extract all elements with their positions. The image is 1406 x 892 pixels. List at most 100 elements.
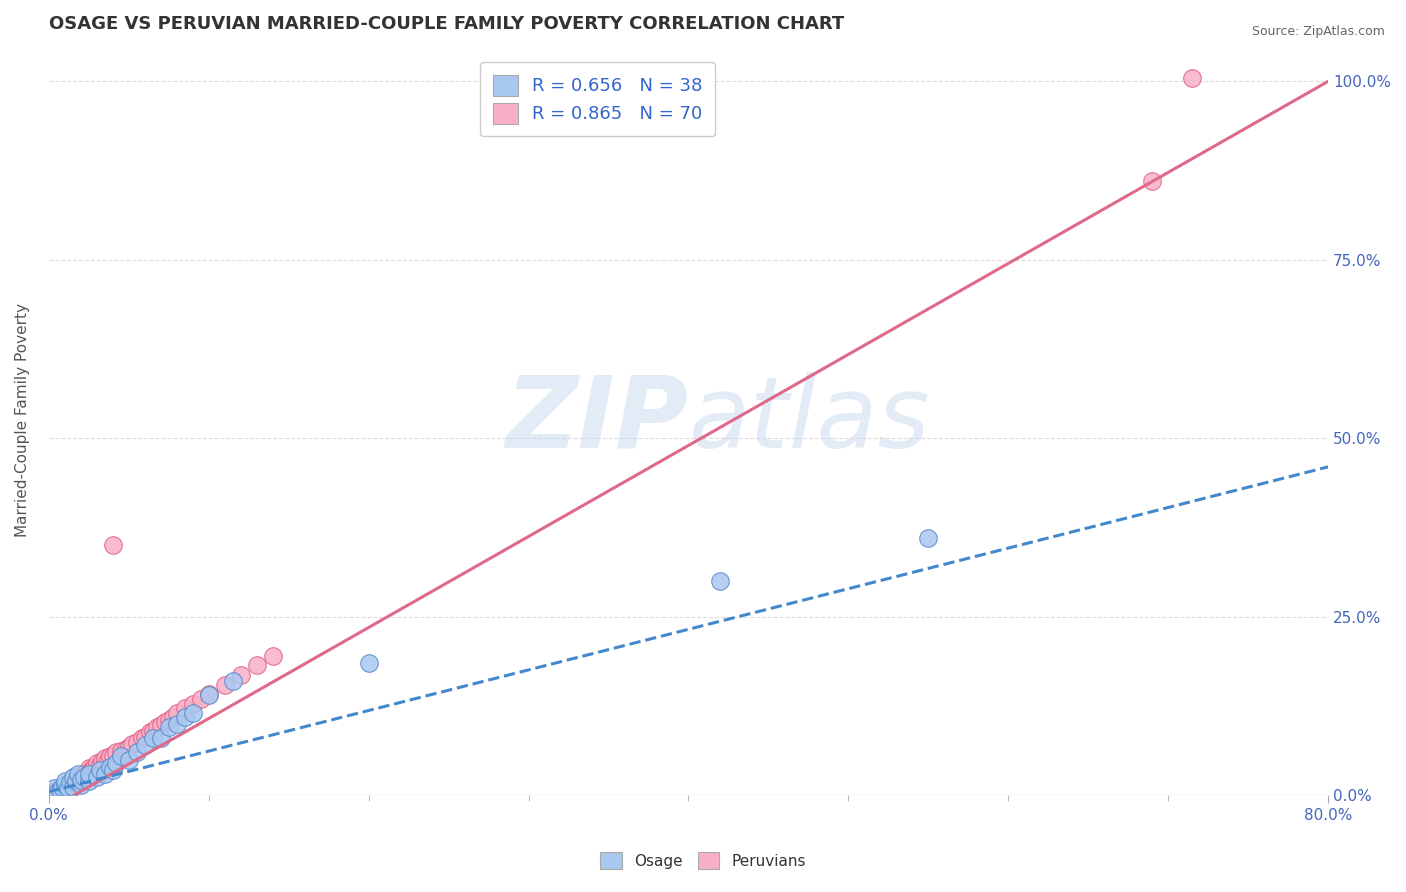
Point (357, 657, 380, 671)
Point (79, 764, 101, 778)
Point (45, 784, 67, 798)
Point (190, 692, 212, 706)
Point (45, 785, 67, 799)
Point (134, 739, 156, 753)
Point (118, 753, 141, 767)
Point (66, 771, 89, 785)
Point (131, 731, 153, 746)
Point (155, 715, 177, 730)
Point (73, 771, 96, 785)
Point (166, 717, 188, 731)
Point (181, 706, 204, 721)
Point (89, 758, 111, 772)
Point (80, 763, 103, 777)
Point (121, 737, 143, 751)
Point (1142, 174, 1164, 188)
Point (166, 706, 188, 721)
Point (56, 781, 79, 796)
Point (46, 783, 69, 797)
Legend: Osage, Peruvians: Osage, Peruvians (595, 846, 811, 875)
Point (51, 780, 73, 794)
Point (45, 782, 67, 797)
Point (62, 777, 84, 791)
Point (52, 781, 75, 796)
Point (58, 778, 80, 792)
Point (53, 780, 76, 794)
Point (93, 756, 115, 771)
Text: atlas: atlas (689, 372, 931, 469)
Point (173, 701, 195, 715)
Point (72, 770, 94, 784)
Point (66, 767, 89, 781)
Point (97, 753, 120, 767)
Point (86, 756, 108, 771)
Point (69, 772, 91, 787)
Legend: R = 0.656   N = 38, R = 0.865   N = 70: R = 0.656 N = 38, R = 0.865 N = 70 (479, 62, 716, 136)
Point (93, 751, 115, 765)
Point (53, 778, 76, 792)
Point (214, 678, 236, 692)
Point (262, 649, 284, 664)
Point (53, 778, 76, 792)
Point (110, 744, 132, 758)
Point (98, 760, 121, 774)
Point (65, 772, 87, 787)
Text: OSAGE VS PERUVIAN MARRIED-COUPLE FAMILY POVERTY CORRELATION CHART: OSAGE VS PERUVIAN MARRIED-COUPLE FAMILY … (49, 15, 844, 33)
Point (62, 780, 84, 794)
Point (221, 674, 243, 689)
Point (162, 710, 184, 724)
Point (77, 761, 100, 775)
Point (62, 771, 84, 785)
Point (157, 714, 180, 728)
Point (149, 731, 172, 746)
Point (69, 768, 91, 782)
Point (77, 765, 100, 780)
Point (229, 668, 252, 682)
Point (39, 787, 62, 801)
Point (138, 725, 160, 739)
Point (86, 761, 108, 775)
Point (1181, 70, 1204, 85)
Point (197, 687, 219, 701)
Point (67, 772, 90, 786)
Point (56, 777, 79, 791)
Point (101, 538, 124, 552)
Text: Source: ZipAtlas.com: Source: ZipAtlas.com (1251, 25, 1385, 38)
Point (83, 760, 105, 774)
Point (142, 724, 165, 739)
Point (157, 721, 180, 735)
Point (917, 531, 939, 545)
Point (53, 774, 76, 789)
Point (181, 697, 204, 711)
Point (86, 771, 108, 785)
Point (69, 778, 91, 792)
Point (41, 785, 63, 799)
Point (101, 749, 124, 764)
Point (104, 746, 127, 760)
Point (709, 574, 731, 588)
Point (49, 781, 72, 796)
Point (197, 689, 219, 703)
Point (93, 767, 115, 781)
Point (77, 774, 100, 789)
Point (69, 772, 91, 787)
Point (110, 749, 132, 764)
Point (42, 781, 65, 796)
Point (125, 746, 148, 760)
Point (98, 749, 121, 764)
Y-axis label: Married-Couple Family Poverty: Married-Couple Family Poverty (15, 303, 30, 538)
Point (49, 782, 72, 797)
Point (63, 775, 86, 789)
Point (55, 779, 77, 793)
Point (75, 768, 97, 782)
Point (51, 780, 73, 795)
Point (146, 721, 169, 735)
Point (134, 730, 156, 744)
Point (42, 786, 65, 800)
Point (173, 710, 195, 724)
Point (66, 774, 89, 789)
Point (89, 764, 111, 778)
Point (125, 735, 148, 749)
Point (90, 754, 112, 768)
Point (149, 718, 172, 732)
